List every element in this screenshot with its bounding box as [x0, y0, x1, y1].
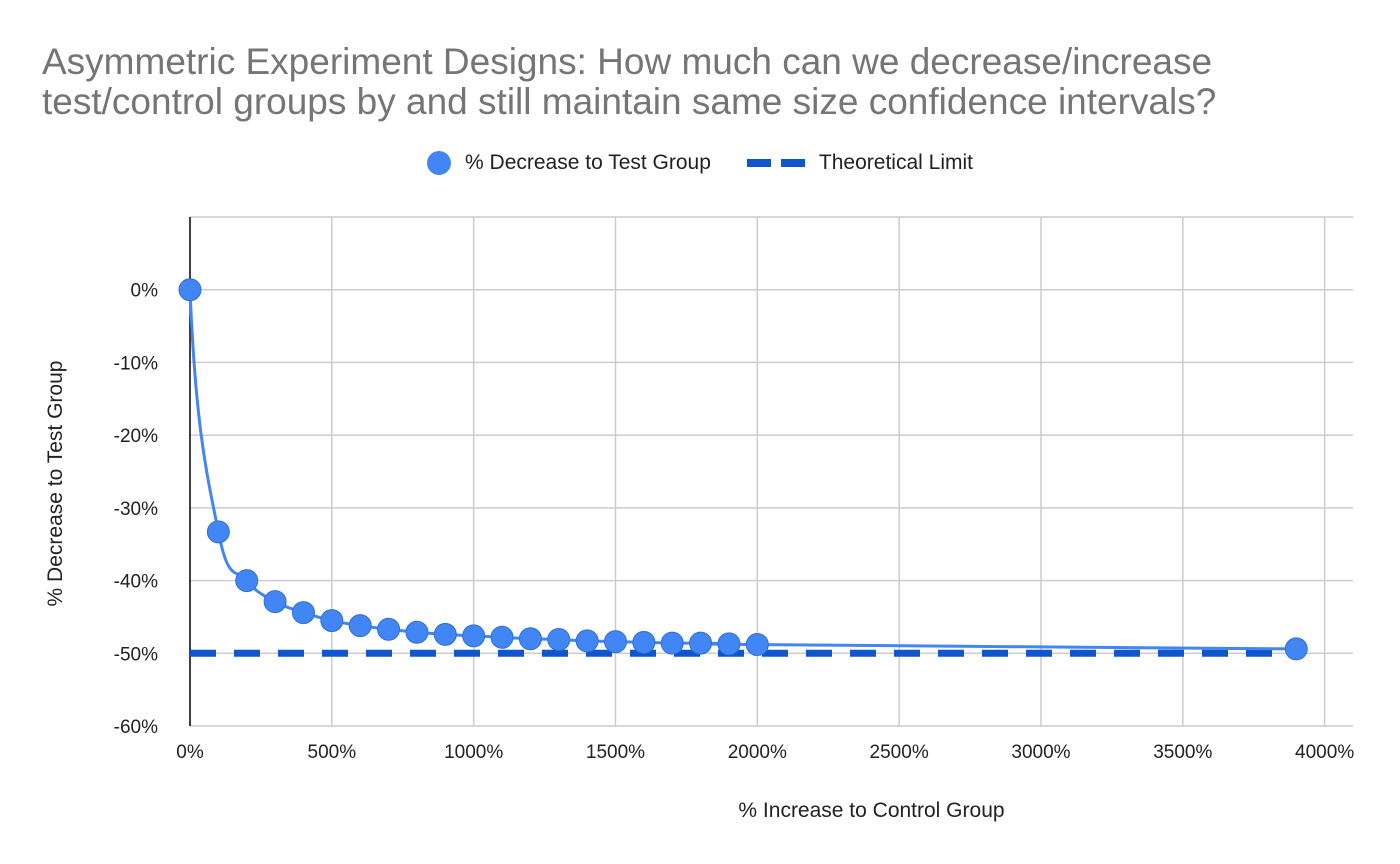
data-point: [320, 609, 344, 633]
x-tick-label: 4000%: [1295, 742, 1354, 763]
y-tick-label: -60%: [114, 717, 158, 738]
x-tick-label: 1000%: [444, 742, 503, 763]
data-point: [405, 620, 429, 644]
legend-marker-dot: [427, 151, 452, 175]
x-tick-label: 500%: [308, 742, 357, 763]
data-point: [575, 629, 599, 653]
x-tick-label: 3500%: [1153, 742, 1212, 763]
data-point: [660, 631, 684, 655]
x-tick-label: 1500%: [586, 742, 645, 763]
chart-title: Asymmetric Experiment Designs: How much …: [42, 41, 1217, 122]
data-point: [689, 631, 713, 655]
data-point: [348, 614, 372, 638]
test-group-line: [188, 289, 1297, 651]
data-point: [745, 633, 769, 657]
data-point: [632, 630, 656, 654]
x-tick-label: 2500%: [870, 742, 929, 763]
data-point: [377, 617, 401, 641]
x-axis-title: % Increase to Control Group: [738, 799, 1004, 822]
legend: % Decrease to Test Group Theoretical Lim…: [0, 148, 1400, 178]
y-tick-label: -30%: [114, 499, 158, 520]
data-point: [603, 630, 627, 654]
y-tick-label: -10%: [114, 353, 158, 374]
data-point: [518, 627, 542, 651]
data-point: [1284, 637, 1308, 661]
legend-label-theoretical-limit: Theoretical Limit: [818, 151, 973, 174]
data-point: [206, 520, 230, 544]
y-tick-label: -20%: [114, 426, 158, 447]
y-tick-label: -50%: [114, 644, 158, 665]
y-axis-title: % Decrease to Test Group: [44, 361, 67, 607]
data-point: [462, 624, 486, 648]
data-point: [235, 569, 259, 593]
data-point: [291, 601, 315, 625]
data-point: [178, 278, 202, 302]
legend-item-theoretical-limit: Theoretical Limit: [746, 151, 973, 175]
x-tick-label: 2000%: [728, 742, 787, 763]
y-tick-label: -40%: [114, 572, 158, 593]
data-point: [717, 632, 741, 656]
legend-item-test-group: % Decrease to Test Group: [427, 151, 711, 175]
y-tick-label: 0%: [131, 281, 159, 302]
data-point: [547, 627, 571, 651]
x-tick-label: 3000%: [1011, 742, 1070, 763]
data-point: [433, 622, 457, 646]
data-point: [490, 625, 514, 649]
data-point: [263, 590, 287, 614]
x-tick-label: 0%: [176, 742, 204, 763]
legend-marker-dash: [746, 159, 805, 167]
legend-label-test-group: % Decrease to Test Group: [465, 151, 711, 174]
